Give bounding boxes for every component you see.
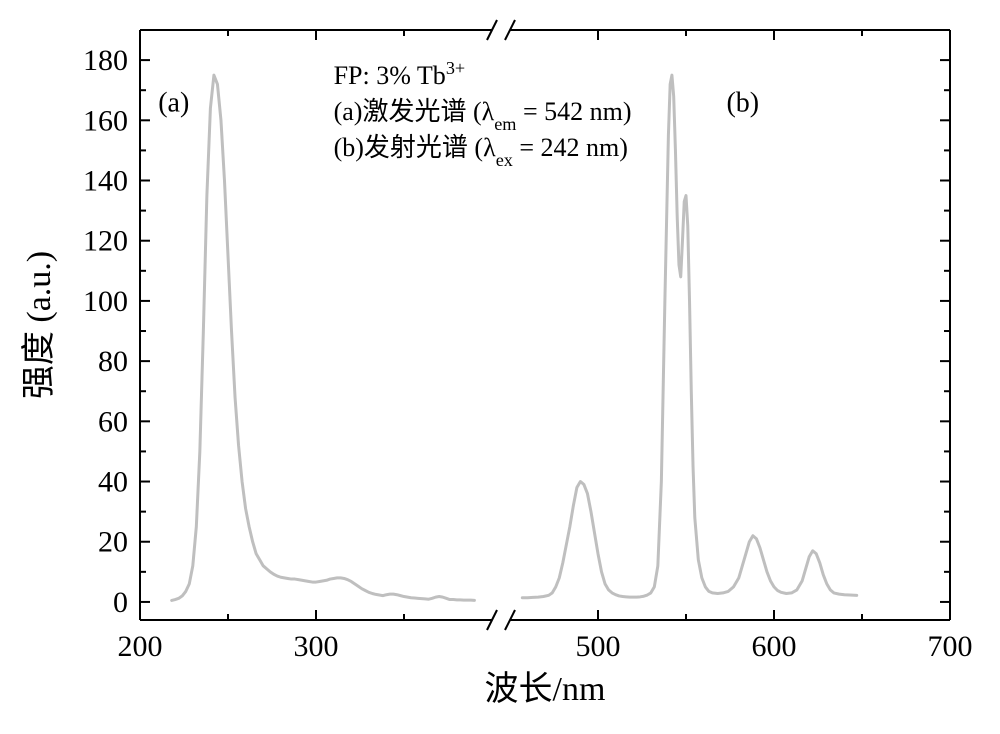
x-tick-label: 300 (294, 630, 339, 663)
legend-line: (a)激发光谱 (λem = 542 nm) (334, 97, 632, 134)
x-tick-label: 700 (928, 630, 973, 663)
y-tick-label: 160 (83, 104, 128, 137)
x-axis-label: 波长/nm (485, 670, 606, 708)
y-tick-label: 80 (98, 345, 128, 378)
y-tick-label: 140 (83, 165, 128, 198)
legend-line: (b)发射光谱 (λex = 242 nm) (334, 133, 628, 170)
legend-line: FP: 3% Tb3+ (334, 58, 466, 90)
x-tick-label: 600 (752, 630, 797, 663)
y-axis-label: 强度 (a.u.) (20, 251, 58, 399)
y-tick-label: 100 (83, 285, 128, 318)
peak-annotation: (a) (158, 87, 189, 118)
y-tick-label: 60 (98, 405, 128, 438)
spectra-chart: 200 300 500 600 700 0 20 40 60 80 100 120 140 160 180 波… (0, 0, 1000, 734)
y-tick-label: 180 (83, 44, 128, 77)
y-tick-label: 120 (83, 225, 128, 258)
x-tick-label: 500 (576, 630, 621, 663)
x-tick-label: 200 (118, 630, 163, 663)
y-tick-label: 20 (98, 526, 128, 559)
y-tick-label: 0 (113, 586, 128, 619)
peak-annotation: (b) (726, 87, 759, 118)
y-tick-label: 40 (98, 466, 128, 499)
